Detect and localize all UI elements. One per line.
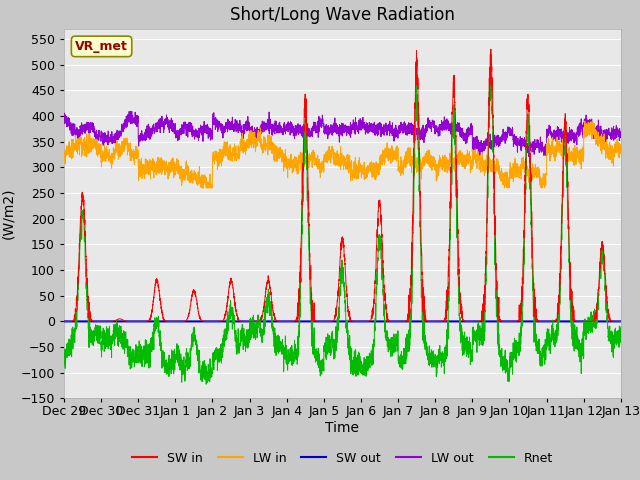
Y-axis label: (W/m2): (W/m2)	[1, 188, 15, 240]
X-axis label: Time: Time	[325, 421, 360, 435]
Title: Short/Long Wave Radiation: Short/Long Wave Radiation	[230, 6, 455, 24]
Text: VR_met: VR_met	[75, 40, 128, 53]
Legend: SW in, LW in, SW out, LW out, Rnet: SW in, LW in, SW out, LW out, Rnet	[127, 447, 558, 470]
